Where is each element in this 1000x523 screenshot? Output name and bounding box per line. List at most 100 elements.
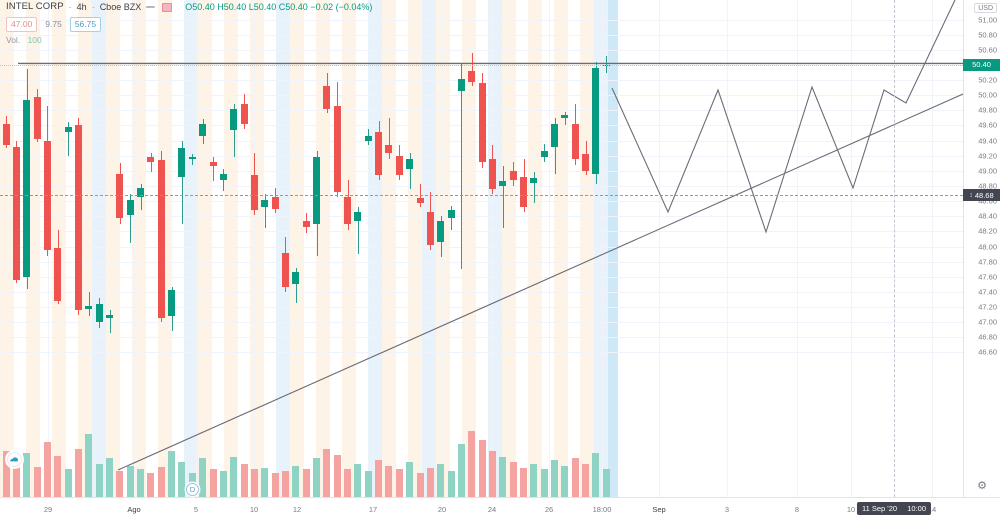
candle-wick: [150, 152, 152, 173]
candle-body[interactable]: [551, 123, 559, 147]
volume-bar: [302, 469, 310, 497]
candle-body[interactable]: [499, 181, 507, 186]
candle-body[interactable]: [240, 104, 248, 124]
candle-body[interactable]: [540, 151, 548, 158]
candle-body[interactable]: [437, 220, 445, 242]
drawings-layer[interactable]: [0, 0, 963, 497]
candle-body[interactable]: [592, 67, 600, 174]
candle-body[interactable]: [468, 71, 476, 82]
candle-body[interactable]: [375, 131, 383, 176]
candle-body[interactable]: [168, 290, 176, 317]
candle-body[interactable]: [416, 198, 424, 203]
candle-body[interactable]: [12, 146, 20, 280]
candle-body[interactable]: [571, 123, 579, 159]
candle-body[interactable]: [520, 176, 527, 208]
candle-body[interactable]: [344, 196, 352, 224]
chart-plot-area[interactable]: INTEL CORP · 4h · Cboe BZX O50.40 H50.40…: [0, 0, 963, 497]
candle-body[interactable]: [250, 175, 258, 211]
vertical-gridline: [851, 0, 852, 497]
candle-body[interactable]: [261, 199, 269, 208]
candle-body[interactable]: [323, 86, 331, 109]
candle-body[interactable]: [188, 157, 196, 159]
candle-body[interactable]: [313, 157, 320, 224]
time-tick-label: 3: [724, 505, 730, 514]
gear-icon[interactable]: ⚙: [977, 480, 987, 492]
volume-bar: [385, 465, 393, 497]
candle-body[interactable]: [447, 210, 455, 218]
horizontal-gridline: [0, 201, 963, 203]
volume-bar: [292, 465, 300, 497]
candle-body[interactable]: [302, 220, 310, 227]
forecast-projection-path[interactable]: [611, 0, 956, 234]
candle-body[interactable]: [106, 314, 113, 318]
indicator-low-pill[interactable]: 47.00: [6, 16, 38, 32]
symbol-interval[interactable]: 4h: [76, 2, 87, 13]
candle-body[interactable]: [230, 108, 238, 130]
session-band: [120, 0, 132, 497]
candle-body[interactable]: [509, 170, 517, 180]
candle-body[interactable]: [209, 161, 217, 167]
legend-symbol-row[interactable]: INTEL CORP · 4h · Cboe BZX O50.40 H50.40…: [6, 1, 372, 14]
volume-bar: [261, 467, 269, 497]
candle-body[interactable]: [54, 248, 62, 301]
candle-body[interactable]: [147, 157, 155, 162]
candle-body[interactable]: [271, 196, 279, 209]
candle-body[interactable]: [157, 160, 165, 318]
indicator-high-pill[interactable]: 56.75: [69, 16, 102, 32]
dividend-marker[interactable]: D: [186, 483, 199, 496]
candle-body[interactable]: [582, 154, 590, 171]
candle-body[interactable]: [199, 123, 207, 137]
candle-body[interactable]: [137, 187, 145, 197]
legend-volume-row[interactable]: Vol. 100: [6, 35, 372, 46]
candle-body[interactable]: [95, 304, 103, 323]
eye-icon[interactable]: [146, 3, 157, 11]
candle-body[interactable]: [364, 136, 372, 141]
candle-body[interactable]: [333, 105, 341, 193]
candle-body[interactable]: [2, 123, 10, 146]
price-tick-label: 48.20: [978, 226, 997, 236]
candle-body[interactable]: [292, 272, 300, 285]
candle-body[interactable]: [281, 252, 289, 288]
candle-body[interactable]: [43, 140, 51, 250]
candle-body[interactable]: [64, 126, 72, 132]
candle-body[interactable]: [126, 199, 134, 215]
price-tick-label: 48.80: [978, 181, 997, 191]
candle-body[interactable]: [478, 83, 486, 162]
symbol-exchange[interactable]: Cboe BZX: [99, 2, 142, 13]
symbol-name[interactable]: INTEL CORP: [6, 1, 64, 12]
tradingview-logo[interactable]: [5, 450, 24, 469]
candle-body[interactable]: [219, 173, 227, 180]
candle-style-swatch-icon[interactable]: [162, 2, 173, 12]
candle-body[interactable]: [488, 158, 496, 189]
candle-body[interactable]: [385, 145, 393, 153]
candle-body[interactable]: [406, 158, 414, 170]
candle-body[interactable]: [178, 148, 186, 177]
price-tick-label: 47.40: [978, 287, 997, 297]
chart-legend: INTEL CORP · 4h · Cboe BZX O50.40 H50.40…: [6, 1, 372, 46]
horizontal-gridline: [0, 337, 963, 339]
candle-body[interactable]: [561, 114, 569, 118]
volume-bar: [571, 458, 579, 497]
candle-body[interactable]: [74, 125, 82, 311]
candle-body[interactable]: [354, 211, 362, 221]
price-axis[interactable]: USD 51.00 50.80 50.60 50.40 50.20 50.00 49.80 4…: [963, 0, 1000, 497]
legend-indicator-row[interactable]: 47.00 9.75 56.75: [6, 16, 372, 32]
candle-body[interactable]: [457, 78, 465, 91]
support-trendline[interactable]: [117, 93, 963, 471]
candle-body[interactable]: [23, 99, 31, 277]
session-band: [396, 0, 408, 497]
candle-body[interactable]: [426, 211, 434, 245]
horizontal-gridline: [0, 246, 963, 248]
candle-body[interactable]: [85, 305, 93, 309]
volume-bar: [271, 473, 279, 497]
candle-body[interactable]: [33, 96, 41, 140]
volume-bar: [116, 471, 124, 497]
candle-body[interactable]: [530, 178, 538, 183]
horizontal-gridline: [0, 19, 963, 21]
time-axis[interactable]: 29 Ago 5 10 12 17 20 24 26 18:00 Sep 3 8 10 14 11 Sep …: [0, 497, 1000, 523]
candle-body[interactable]: [395, 155, 403, 176]
indicator-mid-pill[interactable]: 9.75: [45, 18, 62, 29]
crosshair-price-value: 48.68: [974, 190, 994, 200]
volume-bar: [219, 471, 227, 497]
